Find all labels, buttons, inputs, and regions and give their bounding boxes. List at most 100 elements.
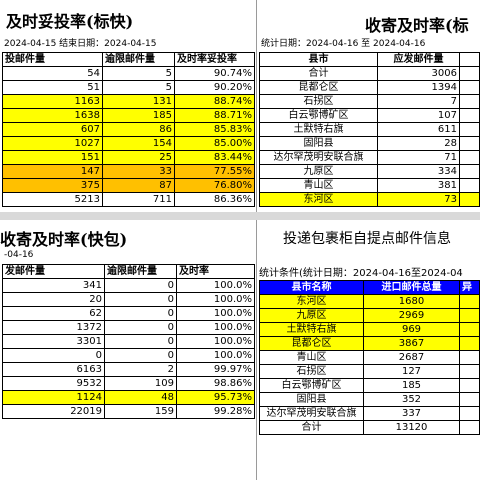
panel-locker-pickup-info: 投递包裹柜自提点邮件信息 统计条件(统计日期：2024-04-16至2024-0… — [257, 220, 480, 480]
table-cell: 83.44% — [174, 150, 255, 165]
table-row: 0 0 100.0% — [2, 348, 255, 363]
table-cell: 88.71% — [174, 108, 255, 123]
table-cell: 76.80% — [174, 178, 255, 193]
table-row: 147 33 77.55% — [2, 164, 255, 179]
table-cell — [459, 192, 480, 207]
table-cell: 1638 — [2, 108, 103, 123]
table-cell: 土默特右旗 — [259, 122, 378, 137]
table-row: 20 0 100.0% — [2, 292, 255, 307]
collection-rate-table: 县市 应发邮件量 合计 3006 昆都仑区 1394 石拐区 7 白云鄂博矿区 107 土默特右… — [259, 52, 480, 207]
table-cell: 90.20% — [174, 80, 255, 95]
table-cell: 334 — [377, 164, 460, 179]
table-row: 达尔罕茂明安联合旗 337 — [259, 406, 480, 421]
header-cell: 及时率妥投率 — [174, 52, 255, 67]
table-cell: 51 — [2, 80, 103, 95]
date-range: 2024-04-15 结束日期：2024-04-15 — [4, 39, 157, 49]
horizontal-divider — [0, 212, 480, 220]
table-row: 固阳县 352 — [259, 392, 480, 407]
table-row: 合计 13120 — [259, 420, 480, 435]
panel-title: 及时妥投率(标快) — [6, 12, 134, 31]
table-row: 9532 109 98.86% — [2, 376, 255, 391]
table-cell — [459, 108, 480, 123]
table-cell: 33 — [102, 164, 175, 179]
table-cell: 185 — [363, 378, 460, 393]
table-cell: 62 — [2, 306, 105, 321]
table-cell: 3867 — [363, 336, 460, 351]
table-cell — [459, 336, 480, 351]
table-row: 土默特右旗 969 — [259, 322, 480, 337]
table-cell: 73 — [377, 192, 460, 207]
table-cell: 13120 — [363, 420, 460, 435]
table-cell: 98.86% — [176, 376, 255, 391]
table-cell — [459, 66, 480, 81]
table-cell: 0 — [104, 320, 177, 335]
table-cell: 合计 — [259, 420, 364, 435]
table-row: 1372 0 100.0% — [2, 320, 255, 335]
table-cell: 28 — [377, 136, 460, 151]
header-cell: 投邮件量 — [2, 52, 103, 67]
table-row: 6163 2 99.97% — [2, 362, 255, 377]
table-cell: 0 — [104, 348, 177, 363]
panel-ems-delivery-rate: 及时妥投率(标快) 2024-04-15 结束日期：2024-04-15 投邮件… — [0, 0, 256, 212]
table-cell: 7 — [377, 94, 460, 109]
header-cell: 应发邮件量 — [377, 52, 460, 67]
table-row: 石拐区 127 — [259, 364, 480, 379]
table-cell: 合计 — [259, 66, 378, 81]
table-cell: 607 — [2, 122, 103, 137]
table-row: 5213 711 86.36% — [2, 192, 255, 207]
table-cell: 1394 — [377, 80, 460, 95]
table-cell: 147 — [2, 164, 103, 179]
table-cell: 85.83% — [174, 122, 255, 137]
table-cell: 1027 — [2, 136, 103, 151]
table-cell: 86.36% — [174, 192, 255, 207]
table-cell: 86 — [102, 122, 175, 137]
table-cell — [459, 150, 480, 165]
table-cell: 352 — [363, 392, 460, 407]
table-cell: 0 — [2, 348, 105, 363]
table-cell: 77.55% — [174, 164, 255, 179]
table-cell: 109 — [104, 376, 177, 391]
table-header-row: 县市名称 进口邮件总量 异 — [259, 280, 480, 295]
table-cell — [459, 94, 480, 109]
table-row: 白云鄂博矿区 107 — [259, 108, 480, 123]
table-cell: 青山区 — [259, 350, 364, 365]
table-cell: 5 — [102, 80, 175, 95]
table-row: 54 5 90.74% — [2, 66, 255, 81]
table-cell: 154 — [102, 136, 175, 151]
table-cell: 2 — [104, 362, 177, 377]
table-row: 1163 131 88.74% — [2, 94, 255, 109]
table-cell: 95.73% — [176, 390, 255, 405]
table-cell: 90.74% — [174, 66, 255, 81]
table-row: 1027 154 85.00% — [2, 136, 255, 151]
date-range: -04-16 — [4, 250, 34, 260]
table-cell: 100.0% — [176, 306, 255, 321]
table-header-row: 投邮件量 逾限邮件量 及时率妥投率 — [2, 52, 255, 67]
table-cell: 100.0% — [176, 334, 255, 349]
table-cell: 127 — [363, 364, 460, 379]
table-cell: 375 — [2, 178, 103, 193]
table-cell: 87 — [102, 178, 175, 193]
table-cell: 337 — [363, 406, 460, 421]
table-cell: 71 — [377, 150, 460, 165]
table-cell — [459, 122, 480, 137]
table-cell: 88.74% — [174, 94, 255, 109]
table-cell: 99.97% — [176, 362, 255, 377]
panel-title: 投递包裹柜自提点邮件信息 — [283, 231, 451, 247]
table-cell — [459, 308, 480, 323]
table-cell: 东河区 — [259, 294, 364, 309]
table-cell: 9532 — [2, 376, 105, 391]
table-cell: 100.0% — [176, 278, 255, 293]
table-cell: 0 — [104, 306, 177, 321]
header-cell: 进口邮件总量 — [363, 280, 460, 295]
table-row: 东河区 73 — [259, 192, 480, 207]
table-row: 昆都仑区 3867 — [259, 336, 480, 351]
table-cell: 昆都仑区 — [259, 336, 364, 351]
table-cell: 1124 — [2, 390, 105, 405]
table-cell: 达尔罕茂明安联合旗 — [259, 406, 364, 421]
table-cell: 东河区 — [259, 192, 378, 207]
date-range: 统计日期：2024-04-16 至 2024-04-16 — [261, 39, 426, 49]
vertical-divider — [256, 0, 257, 480]
table-cell: 3006 — [377, 66, 460, 81]
table-row: 607 86 85.83% — [2, 122, 255, 137]
table-cell — [459, 392, 480, 407]
